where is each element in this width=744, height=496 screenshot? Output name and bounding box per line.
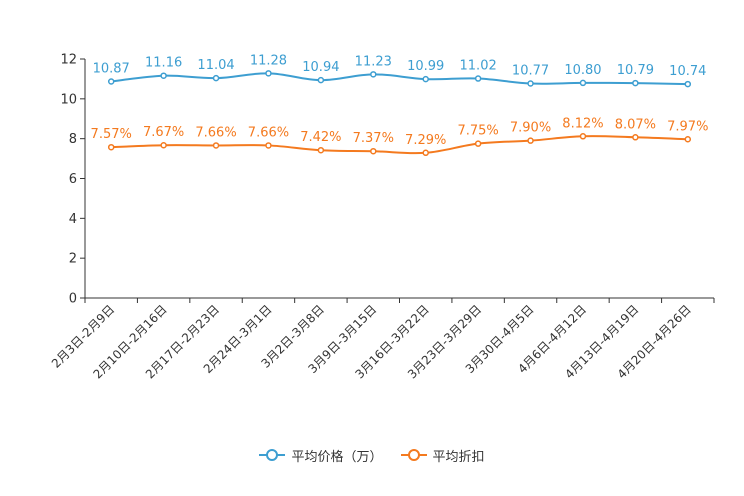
data-label: 10.87: [93, 62, 130, 77]
axes: [84, 59, 714, 299]
data-point[interactable]: [370, 147, 377, 155]
data-label: 11.28: [250, 53, 287, 68]
data-point[interactable]: [632, 79, 639, 87]
data-point[interactable]: [422, 75, 429, 83]
legend: 平均价格（万） 平均折扣: [0, 444, 744, 466]
data-label: 10.94: [302, 60, 339, 75]
data-label: 7.66%: [195, 125, 236, 140]
data-label: 7.90%: [510, 121, 551, 136]
series-0: 10.87 11.16 11.04 11.28 10.94 11.23 10.99 11.02…: [93, 53, 706, 88]
y-tick-label: 10: [60, 92, 77, 107]
data-label: 7.66%: [248, 125, 289, 140]
data-label: 8.12%: [562, 116, 603, 131]
data-point[interactable]: [265, 70, 272, 77]
data-point[interactable]: [212, 142, 220, 149]
y-tick-label: 12: [60, 53, 77, 68]
data-point[interactable]: [370, 71, 377, 78]
data-point[interactable]: [579, 133, 587, 140]
data-label: 7.75%: [457, 124, 498, 139]
y-tick-label: 0: [69, 292, 77, 307]
data-label: 10.99: [407, 59, 444, 74]
data-point[interactable]: [474, 140, 482, 147]
legend-price-marker-icon: [259, 448, 286, 462]
data-label: 11.23: [355, 54, 392, 69]
data-point[interactable]: [317, 76, 325, 84]
line-chart: 0 2 4 6 8 10 12 2月3日-2月9日2月10日-2月16日2月17日-2月23…: [49, 53, 715, 382]
data-label: 7.29%: [405, 133, 446, 148]
data-label: 10.79: [617, 63, 654, 78]
data-point[interactable]: [684, 80, 692, 88]
data-label: 8.07%: [615, 117, 656, 132]
data-point[interactable]: [527, 80, 534, 87]
x-axis-ticks: 2月3日-2月9日2月10日-2月16日2月17日-2月23日2月24日-3月1…: [49, 298, 715, 382]
data-label: 10.77: [512, 63, 549, 78]
series-1: 7.57% 7.67% 7.66% 7.66% 7.42% 7.37% 7.29% 7.75%…: [91, 116, 708, 157]
data-point[interactable]: [684, 136, 692, 143]
data-label: 11.02: [460, 59, 497, 74]
y-axis-ticks: 0 2 4 6 8 10 12: [60, 53, 85, 307]
series-line: [111, 72, 688, 86]
data-point[interactable]: [632, 134, 639, 141]
y-tick-label: 2: [69, 252, 77, 267]
data-label: 10.74: [669, 64, 706, 79]
y-tick-label: 8: [69, 132, 77, 147]
y-tick-label: 6: [69, 172, 77, 187]
legend-item-price[interactable]: 平均价格（万）: [259, 446, 383, 465]
data-point[interactable]: [265, 142, 272, 149]
data-point[interactable]: [579, 79, 587, 87]
data-point[interactable]: [160, 141, 167, 149]
data-point[interactable]: [474, 75, 482, 82]
legend-discount-marker-icon: [400, 448, 427, 462]
legend-item-discount[interactable]: 平均折扣: [400, 446, 485, 465]
data-point[interactable]: [422, 149, 429, 157]
data-label: 7.97%: [667, 119, 708, 134]
data-label: 7.37%: [353, 131, 394, 146]
series-group: 10.87 11.16 11.04 11.28 10.94 11.23 10.99 11.02…: [91, 53, 708, 157]
data-label: 10.80: [564, 63, 601, 78]
data-point[interactable]: [317, 146, 325, 154]
legend-price-label: 平均价格（万）: [291, 449, 383, 465]
data-point[interactable]: [527, 137, 534, 144]
data-point[interactable]: [107, 78, 115, 85]
data-point[interactable]: [212, 74, 220, 82]
data-point[interactable]: [160, 72, 167, 79]
series-line: [111, 135, 688, 155]
y-tick-label: 4: [69, 212, 77, 227]
data-label: 11.16: [145, 56, 182, 71]
legend-discount-label: 平均折扣: [432, 449, 485, 465]
data-label: 7.42%: [300, 130, 341, 145]
data-label: 7.57%: [91, 127, 132, 142]
data-point[interactable]: [107, 143, 115, 151]
data-label: 11.04: [197, 58, 234, 73]
data-label: 7.67%: [143, 125, 184, 140]
